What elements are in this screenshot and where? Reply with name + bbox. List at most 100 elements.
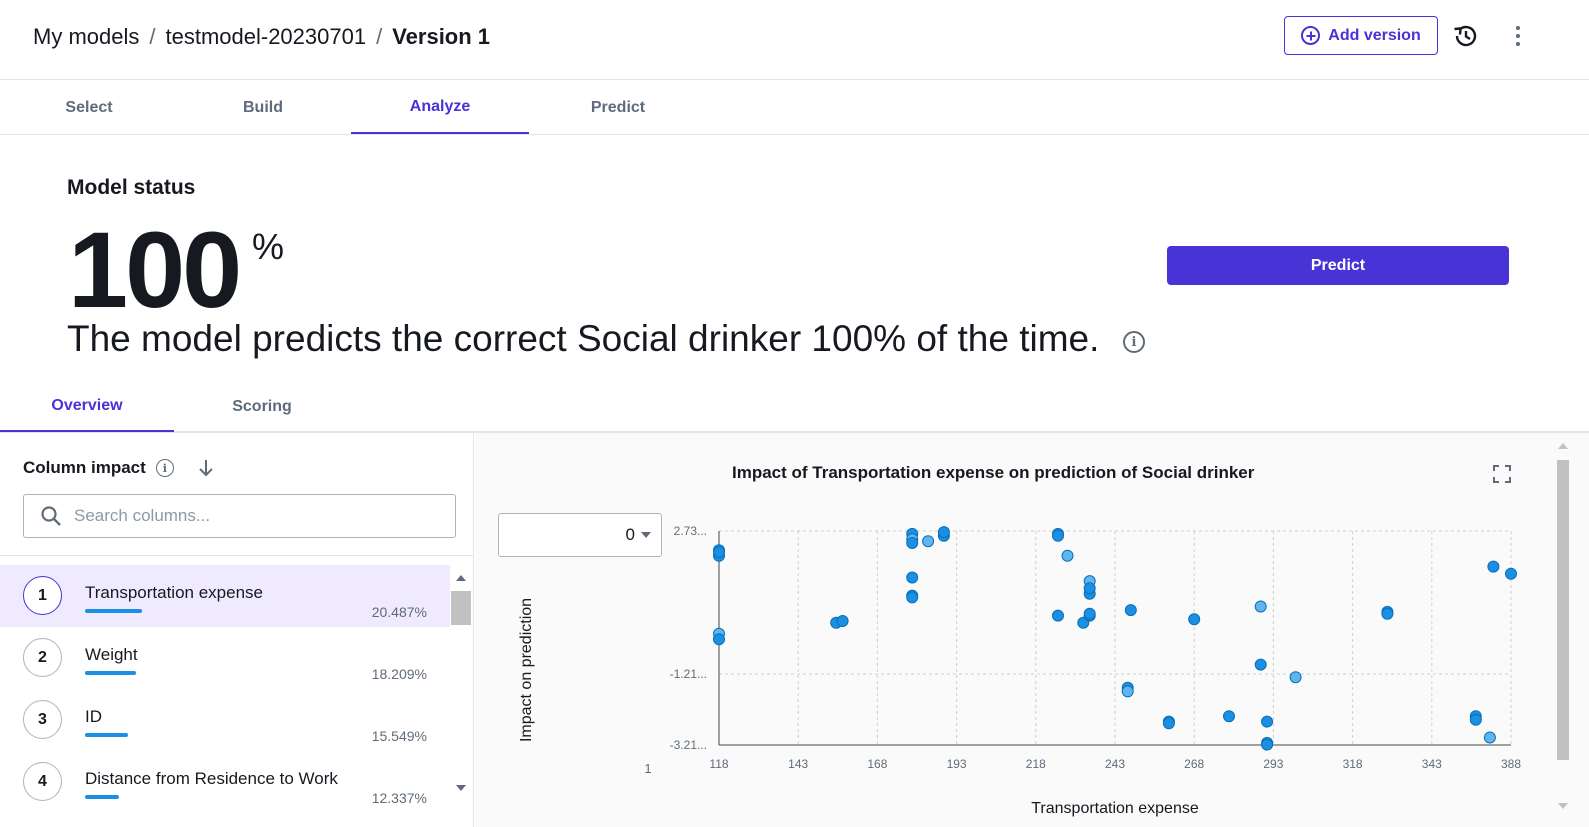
scatter-point [1052,529,1064,542]
class-select[interactable]: 0 [498,513,662,557]
chevron-down-icon [641,532,651,538]
add-version-button[interactable]: Add version [1284,16,1438,55]
x-tick-label: 193 [947,757,967,771]
rank-badge: 3 [23,700,62,739]
y-tick-label: 2.73... [674,524,707,538]
column-impact-row[interactable]: 1 Transportation expense 20.487% [0,565,450,627]
column-impact-row[interactable]: 3 ID 15.549% [0,689,450,751]
impact-bar [85,609,142,613]
search-icon [41,506,61,526]
search-columns-input[interactable] [74,506,434,526]
scatter-point [1061,549,1074,562]
x-tick-label: 318 [1343,757,1363,771]
column-impact-label: Column impact [23,458,146,477]
scatter-point [1505,567,1517,580]
tab-overview[interactable]: Overview [0,381,174,432]
column-name: Weight [85,645,138,664]
rank-badge: 4 [23,762,62,801]
scatter-point [922,535,935,548]
impact-scatter-chart: 118 143 168 193 218 243 268 293 318 343 388 2.73...… [518,524,1521,817]
page-header: My models / testmodel-20230701 / Version… [0,0,1589,80]
scatter-point [1289,671,1302,684]
column-impact-panel: Column impact i 1 Transportation expense 2… [0,433,474,827]
x-tick-label: 343 [1422,757,1442,771]
tab-select[interactable]: Select [65,98,113,116]
impact-percent: 20.487% [371,604,427,620]
x-tick-label: 143 [788,757,808,771]
search-columns-field[interactable] [23,494,456,538]
class-select-value: 0 [625,525,635,544]
x-tick-label: 168 [867,757,887,771]
scroll-thumb[interactable] [1557,460,1569,760]
x-tick-label: 243 [1105,757,1125,771]
breadcrumb: My models / testmodel-20230701 / Version… [33,24,490,50]
impact-chart-panel: 118 143 168 193 218 243 268 293 318 343 388 2.73...… [475,433,1589,827]
impact-percent: 18.209% [371,666,427,682]
scatter-point [937,526,950,539]
scroll-up-icon[interactable] [1558,443,1568,449]
y-axis-label: Impact on prediction [518,598,535,742]
tab-predict[interactable]: Predict [590,98,646,116]
chart-title: Impact of Transportation expense on pred… [732,463,1255,482]
scatter-point [906,571,919,584]
scatter-point [1254,658,1267,671]
tab-scoring[interactable]: Scoring [232,397,292,415]
scatter-point [1254,600,1267,613]
scatter-point [836,615,849,627]
scatter-point [713,546,725,559]
scatter-point [1487,560,1500,573]
column-impact-row[interactable]: 4 Distance from Residence to Work 12.337% [0,751,450,813]
y-tick-label: -1.21... [670,667,707,681]
accuracy-unit: % [252,226,285,267]
scatter-point [1223,710,1235,723]
rank-badge: 2 [23,638,62,677]
scatter-point [1083,607,1096,620]
analysis-subtabs: Overview Scoring [0,381,1589,433]
scatter-point [1188,613,1201,626]
scatter-point [1381,607,1394,620]
column-impact-title: Column impact i [23,458,174,478]
scatter-point [906,537,919,549]
tab-analyze[interactable]: Analyze [351,81,529,134]
sort-descending-icon[interactable] [196,457,216,479]
plus-circle-icon [1301,26,1321,45]
accuracy-value: 100 [68,209,242,330]
scroll-thumb[interactable] [451,591,471,625]
y-tick-label: -3.21... [670,738,707,752]
column-impact-row[interactable]: 2 Weight 18.209% [0,627,450,689]
scroll-down-icon[interactable] [1558,803,1568,809]
axis-extra-label: 1 [644,761,651,776]
scatter-point [1121,685,1134,698]
expand-icon[interactable] [1493,465,1511,483]
info-icon[interactable]: i [155,459,174,477]
column-list-scrollbar[interactable] [450,571,472,801]
scatter-point [1124,604,1137,617]
breadcrumb-version: Version 1 [392,24,491,49]
impact-percent: 15.549% [371,728,427,744]
impact-bar [85,733,128,737]
column-impact-list: 1 Transportation expense 20.487% 2 Weight 18.… [0,565,450,827]
impact-bar [85,795,119,799]
predict-button[interactable]: Predict [1167,246,1509,285]
divider [0,555,473,556]
history-icon[interactable] [1451,22,1479,50]
x-tick-label: 268 [1184,757,1204,771]
scatter-point [1083,582,1096,595]
scroll-down-icon[interactable] [456,785,466,791]
accuracy-sentence: The model predicts the correct Social dr… [67,318,1100,359]
scatter-point [713,633,725,646]
more-options-icon[interactable] [1505,22,1531,50]
tab-build[interactable]: Build [243,98,283,116]
scroll-up-icon[interactable] [456,575,466,581]
impact-percent: 12.337% [371,790,427,806]
x-axis-label: Transportation expense [1031,800,1199,817]
breadcrumb-my-models[interactable]: My models [33,24,140,49]
scatter-point [1261,715,1274,728]
model-status-heading: Model status [67,176,196,199]
scatter-point [906,591,919,604]
breadcrumb-model[interactable]: testmodel-20230701 [165,24,367,49]
scatter-point [1162,717,1175,730]
info-icon[interactable]: i [1123,331,1145,353]
impact-bar [85,671,136,675]
chart-panel-scrollbar[interactable] [1557,443,1569,823]
